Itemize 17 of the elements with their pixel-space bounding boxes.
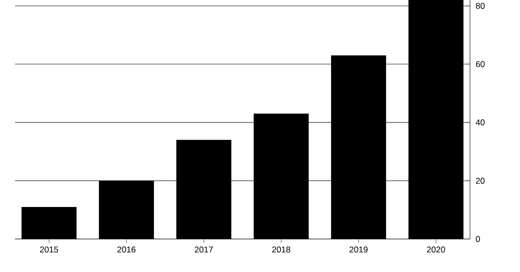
bar	[22, 206, 77, 239]
x-tick-label: 2020	[426, 246, 446, 253]
bar	[98, 180, 154, 239]
bar	[254, 114, 309, 239]
bar	[408, 0, 464, 239]
bar	[176, 140, 232, 239]
x-tick-label: 2019	[350, 246, 368, 253]
x-tick-label: 2015	[40, 246, 58, 253]
y-tick-label: 40	[476, 119, 485, 126]
y-tick-label: 80	[476, 2, 485, 9]
x-tick-label: 2016	[117, 246, 136, 253]
y-tick-label: 0	[476, 236, 480, 242]
x-tick-label: 2017	[194, 246, 213, 253]
x-tick-label: 2018	[272, 246, 290, 253]
y-tick-label: 20	[476, 178, 485, 184]
y-tick-label: 60	[476, 61, 485, 68]
bar	[331, 55, 386, 239]
